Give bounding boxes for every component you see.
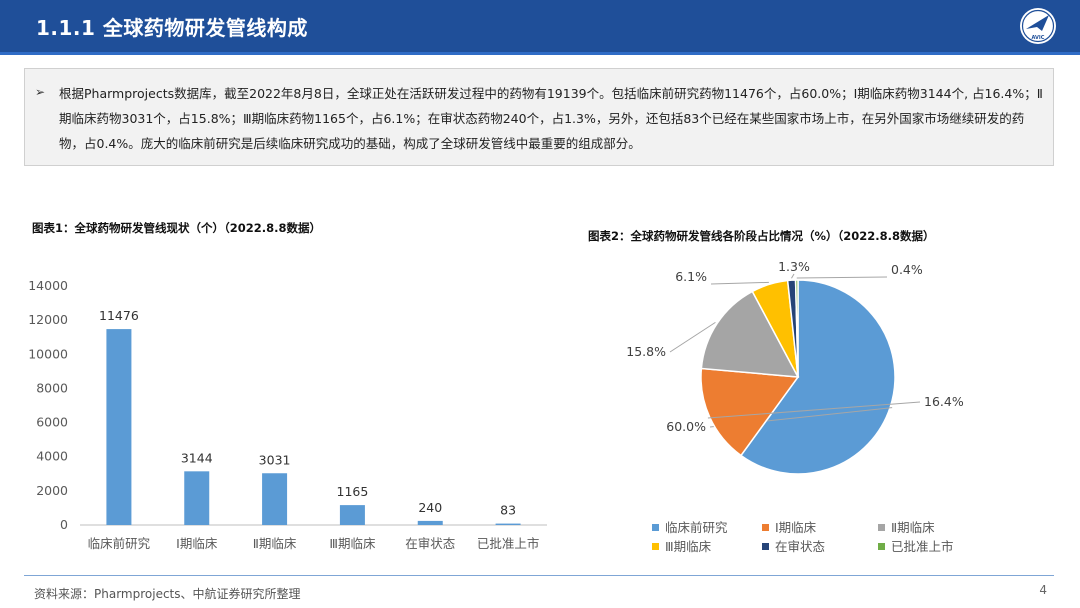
legend-marker bbox=[878, 524, 885, 531]
x-tick-label: Ⅲ期临床 bbox=[329, 536, 376, 551]
y-tick-label: 12000 bbox=[28, 312, 68, 327]
data-label: 240 bbox=[418, 500, 442, 515]
bar bbox=[106, 329, 132, 525]
page-title: 1.1.1 全球药物研发管线构成 bbox=[36, 16, 308, 40]
y-tick-label: 4000 bbox=[36, 449, 68, 464]
pie-data-label: 1.3% bbox=[778, 259, 810, 274]
data-label: 11476 bbox=[99, 308, 139, 323]
summary-box: ➢ 根据Pharmprojects数据库，截至2022年8月8日，全球正处在活跃… bbox=[24, 68, 1054, 166]
x-tick-label: 在审状态 bbox=[405, 536, 455, 551]
data-label: 3031 bbox=[259, 452, 291, 467]
pie-data-label: 60.0% bbox=[666, 419, 706, 434]
bar bbox=[184, 471, 210, 525]
pie-data-label: 15.8% bbox=[626, 344, 666, 359]
pie-slice bbox=[700, 367, 800, 457]
legend-marker bbox=[762, 524, 769, 531]
title-bar: 1.1.1 全球药物研发管线构成 AVIC bbox=[0, 0, 1080, 52]
legend-label: 已批准上市 bbox=[891, 539, 954, 554]
y-tick-label: 14000 bbox=[28, 278, 68, 293]
y-tick-label: 6000 bbox=[36, 415, 68, 430]
page-number: 4 bbox=[1039, 583, 1047, 597]
y-tick-label: 2000 bbox=[36, 483, 68, 498]
x-tick-label: 临床前研究 bbox=[88, 536, 151, 551]
leader-line bbox=[791, 273, 795, 279]
legend-label: Ⅱ期临床 bbox=[891, 520, 935, 535]
logo-text: AVIC bbox=[1032, 35, 1045, 41]
y-tick-label: 8000 bbox=[36, 380, 68, 395]
pie-data-label: 16.4% bbox=[924, 394, 964, 409]
pie-slice bbox=[700, 290, 800, 378]
y-tick-label: 10000 bbox=[28, 346, 68, 361]
data-label: 3144 bbox=[181, 450, 213, 465]
pie-chart-title: 图表2：全球药物研发管线各阶段占比情况（%）（2022.8.8数据） bbox=[588, 229, 935, 243]
legend-marker bbox=[652, 524, 659, 531]
legend-marker bbox=[762, 543, 769, 550]
leader-line bbox=[707, 401, 921, 419]
legend-label: Ⅰ期临床 bbox=[775, 520, 817, 535]
leader-line bbox=[796, 276, 888, 279]
pie-data-label: 0.4% bbox=[891, 262, 923, 277]
bar bbox=[339, 505, 365, 525]
leader-line bbox=[669, 321, 716, 353]
legend-marker bbox=[652, 543, 659, 550]
bar bbox=[262, 473, 288, 525]
pie-chart: 60.0% 16.4% 15.8% 6.1% 1.3% 0.4% 临床前研究 Ⅰ期临床 Ⅱ期临床… bbox=[626, 259, 964, 554]
footer-divider bbox=[24, 575, 1054, 576]
footer-source: 资料来源：Pharmprojects、中航证券研究所整理 bbox=[34, 587, 301, 601]
legend-marker bbox=[878, 543, 885, 550]
bar bbox=[417, 520, 443, 525]
data-label: 83 bbox=[500, 503, 516, 518]
x-tick-label: Ⅰ期临床 bbox=[176, 536, 218, 551]
legend-label: 在审状态 bbox=[775, 539, 825, 554]
bar bbox=[495, 523, 521, 525]
x-tick-label: Ⅱ期临床 bbox=[253, 536, 297, 551]
summary-text: 根据Pharmprojects数据库，截至2022年8月8日，全球正处在活跃研发… bbox=[59, 86, 1043, 151]
legend-label: 临床前研究 bbox=[665, 520, 728, 535]
data-label: 1165 bbox=[337, 484, 369, 499]
pie-data-label: 6.1% bbox=[675, 269, 707, 284]
bar-chart: 0 2000 4000 6000 8000 10000 12000 14000 11476 临床前… bbox=[28, 278, 547, 551]
x-tick-label: 已批准上市 bbox=[477, 536, 540, 551]
avic-logo-icon: AVIC bbox=[1020, 8, 1056, 44]
pie-slice bbox=[739, 279, 896, 475]
summary-bullet: ➢ bbox=[35, 85, 46, 99]
leader-line bbox=[710, 281, 769, 285]
y-tick-label: 0 bbox=[60, 517, 68, 532]
header-divider bbox=[0, 52, 1080, 55]
bar-chart-title: 图表1：全球药物研发管线现状（个）（2022.8.8数据） bbox=[32, 221, 321, 235]
legend-label: Ⅲ期临床 bbox=[665, 539, 712, 554]
pie-slice bbox=[794, 279, 799, 378]
